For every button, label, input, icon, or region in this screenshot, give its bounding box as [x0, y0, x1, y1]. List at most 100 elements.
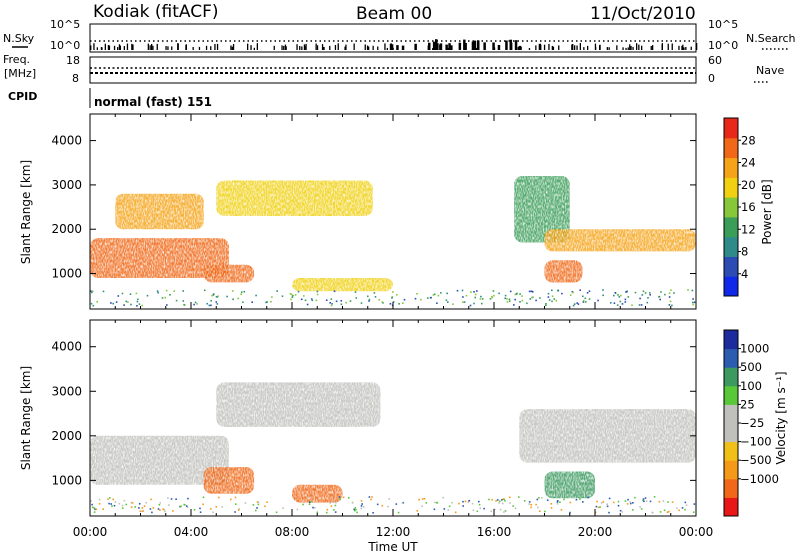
noise-speck [310, 500, 312, 503]
noise-speck [638, 304, 641, 306]
noise-speck [244, 502, 247, 504]
noise-speck [523, 500, 526, 502]
echo-region-5 [544, 471, 595, 499]
noise-speck [102, 290, 105, 293]
noise-speck [107, 498, 109, 501]
noise-speck [202, 496, 205, 499]
noise-speck [584, 297, 587, 300]
noise-speck [255, 294, 257, 297]
noise-speck [355, 508, 357, 511]
noise-speck [141, 507, 144, 509]
noise-speck [608, 511, 610, 514]
noise-speck [237, 509, 240, 511]
noise-speck [514, 293, 517, 296]
power-colorbar-segment [724, 197, 738, 218]
noise-speck [491, 296, 494, 299]
noise-speck [121, 292, 124, 295]
noise-speck [673, 292, 675, 294]
noise-speck [518, 496, 520, 498]
noise-speck [556, 500, 559, 502]
noise-speck [671, 501, 674, 503]
nsky-bar [104, 43, 106, 50]
noise-speck [215, 506, 218, 508]
noise-speck [491, 498, 493, 501]
nsky-bar [497, 45, 501, 50]
y-tick-label: 4000 [51, 134, 82, 148]
noise-speck [467, 501, 470, 504]
nsky-bar [205, 45, 208, 50]
noise-speck [421, 498, 424, 500]
noise-speck [499, 500, 501, 502]
nsky-bar [520, 46, 522, 50]
noise-speck [389, 303, 392, 305]
noise-speck [172, 510, 174, 512]
noise-speck [621, 511, 623, 513]
noise-speck [624, 301, 627, 303]
noise-speck [123, 499, 126, 502]
noise-speck [572, 291, 574, 294]
nsky-bar [149, 45, 151, 50]
noise-speck [335, 300, 338, 303]
noise-speck [184, 504, 186, 506]
noise-speck [164, 510, 166, 513]
noise-speck [569, 501, 572, 504]
noise-speck [446, 292, 448, 295]
noise-speck [91, 506, 94, 509]
nsky-bar [392, 47, 394, 50]
noise-speck [92, 304, 95, 307]
noise-speck [141, 510, 143, 513]
noise-speck [360, 302, 363, 304]
nsky-bar [337, 43, 339, 50]
noise-speck [136, 305, 138, 307]
noise-speck [620, 294, 622, 297]
nsky-bar [571, 46, 573, 50]
noise-speck [583, 299, 585, 302]
noise-speck [495, 500, 497, 502]
velocity-colorbar-segment [724, 385, 738, 405]
noise-speck [478, 500, 480, 503]
nsearch-tick-top: 10^5 [708, 18, 738, 31]
nsky-bar [119, 45, 121, 50]
noise-speck [232, 298, 234, 301]
velocity-colorbar-segment [724, 423, 738, 443]
noise-speck [599, 506, 601, 508]
noise-speck [632, 509, 634, 511]
power-colorbar-tick-label: 28 [741, 133, 756, 147]
noise-speck [401, 502, 404, 505]
nsky-bar [303, 44, 306, 50]
noise-speck [519, 293, 521, 295]
noise-speck [134, 506, 136, 508]
noise-speck [252, 504, 255, 506]
noise-speck [640, 508, 643, 510]
nsearch-label: N.Search [746, 32, 796, 45]
nsky-bar [514, 40, 518, 50]
y-tick-label: 2000 [51, 429, 82, 443]
noise-speck [139, 510, 142, 512]
noise-speck [468, 499, 471, 502]
noise-speck [215, 301, 218, 303]
noise-speck [266, 501, 268, 503]
power-colorbar-segment [724, 157, 738, 178]
nsky-bars [90, 39, 698, 50]
nsky-bar [552, 46, 555, 50]
noise-speck [121, 507, 124, 509]
power-noise [90, 289, 696, 307]
noise-speck [372, 512, 374, 514]
noise-speck [476, 290, 478, 292]
noise-speck [573, 303, 576, 305]
noise-speck [329, 502, 331, 504]
noise-speck [378, 299, 381, 301]
noise-speck [670, 289, 672, 291]
noise-speck [649, 292, 651, 294]
noise-speck [315, 299, 318, 302]
noise-speck [416, 293, 418, 295]
power-colorbar-tick-label: 20 [741, 178, 756, 192]
date-title: 11/Oct/2010 [590, 4, 696, 24]
noise-speck [626, 290, 628, 293]
noise-speck [692, 301, 694, 304]
noise-speck [314, 507, 316, 509]
velocity-colorbar-segment [724, 441, 738, 461]
noise-speck [338, 496, 341, 498]
noise-speck [462, 296, 464, 298]
noise-speck [684, 508, 686, 511]
